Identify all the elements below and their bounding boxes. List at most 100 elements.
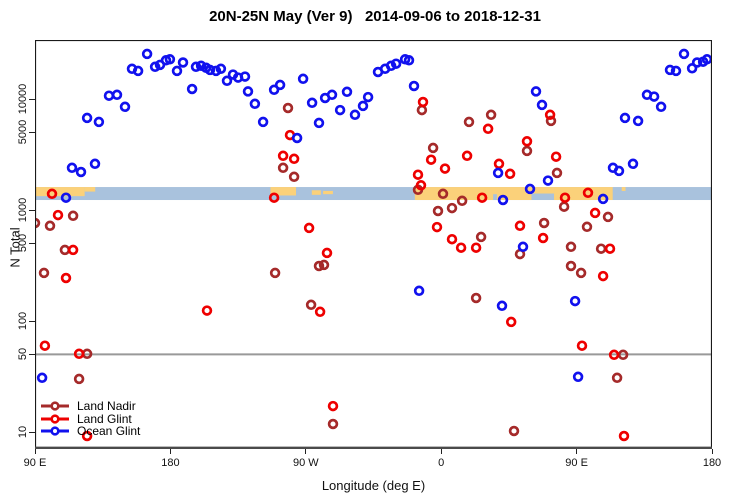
data-point xyxy=(678,48,690,60)
data-point xyxy=(572,371,584,383)
data-point xyxy=(195,60,207,72)
legend-marker-icon xyxy=(41,401,69,411)
data-point xyxy=(44,220,56,232)
data-point xyxy=(517,241,529,253)
x-axis-label: Longitude (deg E) xyxy=(321,478,426,493)
y-tick-label: 10 xyxy=(17,425,29,439)
data-point xyxy=(89,158,101,170)
data-point xyxy=(171,65,183,77)
data-point xyxy=(558,201,570,212)
data-point xyxy=(73,373,85,385)
data-point xyxy=(505,316,517,328)
data-point xyxy=(456,195,468,207)
data-point xyxy=(582,187,594,199)
x-tick-label: 90 E xyxy=(23,457,47,469)
data-point xyxy=(670,65,682,77)
data-point xyxy=(431,221,443,233)
data-point xyxy=(602,211,614,223)
data-point xyxy=(542,175,554,186)
map-strip-land xyxy=(621,187,626,191)
data-point xyxy=(164,54,176,65)
data-point xyxy=(463,116,475,128)
data-point xyxy=(327,418,339,430)
plot-canvas xyxy=(35,40,712,449)
y-tick-mark xyxy=(29,431,35,433)
data-point xyxy=(432,205,444,217)
data-point xyxy=(416,104,428,116)
data-point xyxy=(314,306,326,318)
data-point xyxy=(597,270,609,282)
data-point xyxy=(611,372,623,384)
data-point xyxy=(425,154,437,165)
data-point xyxy=(595,243,607,254)
data-point xyxy=(551,167,563,179)
data-point xyxy=(470,292,482,304)
data-point xyxy=(545,115,557,127)
data-point xyxy=(318,259,330,271)
data-point xyxy=(475,231,487,243)
data-point xyxy=(608,349,620,361)
data-point xyxy=(334,104,346,116)
series-land-glint xyxy=(39,96,630,442)
data-point xyxy=(149,61,161,73)
data-point xyxy=(269,267,281,279)
data-point xyxy=(664,64,676,76)
data-point xyxy=(75,166,87,178)
data-point xyxy=(470,242,482,253)
data-point xyxy=(604,243,616,254)
data-point xyxy=(408,80,420,92)
data-point xyxy=(132,65,144,77)
map-strip-land xyxy=(35,187,85,197)
map-strip-ocean-notch xyxy=(493,194,497,201)
data-point xyxy=(239,71,251,82)
data-point xyxy=(59,244,71,256)
map-strip-land xyxy=(311,190,321,195)
data-point xyxy=(141,48,153,60)
y-tick-mark xyxy=(29,98,35,100)
data-point xyxy=(291,132,303,144)
x-tick-mark xyxy=(711,449,713,454)
legend-label: Land Glint xyxy=(77,411,132,426)
data-point xyxy=(38,267,50,279)
x-tick-mark xyxy=(169,449,171,454)
series-land-nadir xyxy=(35,102,629,437)
data-point xyxy=(485,109,497,121)
data-point xyxy=(190,61,202,73)
y-tick-mark xyxy=(29,353,35,355)
map-strip-land xyxy=(531,187,555,194)
data-point xyxy=(52,209,64,221)
data-point xyxy=(544,109,556,121)
data-point xyxy=(277,150,289,162)
data-point xyxy=(530,86,542,97)
data-point xyxy=(204,64,216,76)
data-point xyxy=(39,340,51,351)
data-point xyxy=(538,217,550,229)
data-point xyxy=(313,117,325,129)
data-point xyxy=(559,192,571,203)
data-point xyxy=(119,101,131,113)
data-point xyxy=(66,162,78,174)
y-tick-mark xyxy=(29,131,35,133)
map-strip-land xyxy=(414,187,532,201)
data-point xyxy=(550,151,562,162)
map-strip xyxy=(35,187,712,201)
data-point xyxy=(476,192,488,203)
data-point xyxy=(362,91,374,103)
data-point xyxy=(413,285,425,297)
data-point xyxy=(417,96,429,108)
data-point xyxy=(537,232,549,244)
data-point xyxy=(648,91,660,102)
data-point xyxy=(268,192,280,203)
data-point xyxy=(446,202,458,214)
data-point xyxy=(686,63,698,74)
data-point xyxy=(576,340,588,351)
data-point xyxy=(618,430,630,442)
data-point xyxy=(493,158,505,170)
y-tick-label: 10000 xyxy=(17,83,29,115)
data-point xyxy=(242,86,254,97)
data-point xyxy=(326,89,338,101)
data-point xyxy=(597,193,609,205)
data-point xyxy=(446,233,458,245)
x-tick-label: 90 E xyxy=(565,457,588,469)
